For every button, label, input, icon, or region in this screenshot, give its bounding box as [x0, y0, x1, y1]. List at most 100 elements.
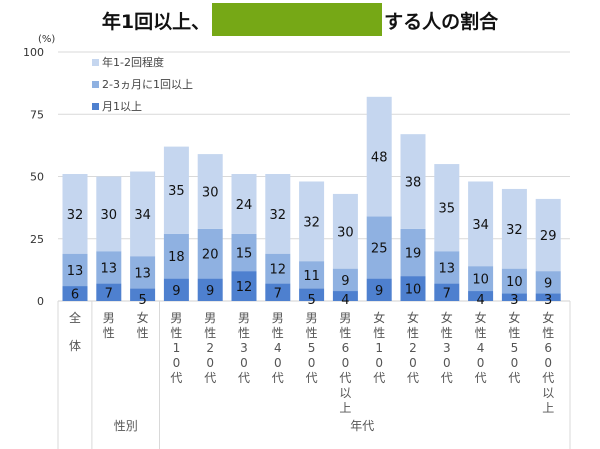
data-label: 34: [472, 218, 489, 233]
x-category-label: 代: [542, 371, 554, 385]
y-tick-label: 75: [30, 108, 44, 121]
x-category-label: 代: [306, 371, 318, 385]
x-category-label: 女: [508, 310, 520, 325]
x-category-label: 上: [339, 401, 351, 415]
x-category-label: 代: [170, 371, 182, 385]
bar-segment: [299, 261, 325, 289]
x-category-label: 6: [544, 341, 552, 355]
x-category-label: 4: [477, 341, 485, 355]
x-category-label: 1: [375, 341, 383, 355]
x-category-label: 代: [339, 371, 351, 385]
data-label: 13: [101, 261, 118, 276]
y-unit-label: (%): [38, 34, 55, 45]
x-category-label: 0: [544, 356, 552, 370]
y-tick-label: 100: [23, 46, 44, 59]
bar-segment: [400, 228, 426, 277]
legend-swatch: [92, 81, 99, 88]
x-category-label: 性: [475, 326, 487, 340]
x-category-label: 0: [409, 356, 417, 370]
x-category-label: 以: [542, 386, 554, 400]
data-label: 32: [303, 215, 320, 230]
x-category-label: 男: [238, 311, 250, 325]
x-category-label: 以: [339, 386, 351, 400]
data-label: 18: [168, 250, 185, 265]
data-label: 10: [506, 275, 523, 290]
bar-segment: [197, 228, 223, 279]
data-label: 7: [274, 286, 282, 301]
x-category-label: 性: [137, 326, 149, 340]
x-category-label: 男: [204, 311, 216, 325]
bar-segment: [468, 266, 494, 292]
x-category-label: 0: [274, 356, 282, 370]
data-label: 24: [236, 198, 253, 213]
legend-swatch: [92, 103, 99, 110]
bar-segment: [299, 181, 325, 262]
x-category-label: 0: [477, 356, 485, 370]
y-tick-label: 0: [37, 295, 44, 308]
x-category-label: 2: [409, 341, 417, 355]
bar-segment: [130, 171, 156, 257]
x-category-label: 代: [272, 371, 284, 385]
data-label: 4: [341, 293, 349, 308]
x-category-label: 性: [238, 326, 250, 340]
data-label: 6: [71, 288, 79, 303]
bar-segment: [535, 271, 561, 294]
bar-segment: [332, 291, 358, 301]
x-category-label: 性: [204, 326, 216, 340]
bar-segment: [265, 253, 291, 284]
x-category-label: 0: [342, 356, 350, 370]
bar-segment: [197, 154, 223, 229]
x-category-label: 5: [511, 341, 519, 355]
data-label: 30: [337, 225, 354, 240]
x-category-label: 女: [373, 310, 385, 325]
bar-segment: [62, 174, 88, 254]
data-label: 10: [472, 273, 489, 288]
data-label: 20: [202, 248, 219, 263]
data-label: 9: [172, 284, 180, 299]
x-category-label: 0: [511, 356, 519, 370]
bar-segment: [265, 283, 291, 301]
x-category-label: 代: [508, 371, 520, 385]
bar-segment: [265, 174, 291, 254]
x-category-label: 0: [443, 356, 451, 370]
x-category-label: 女: [441, 310, 453, 325]
data-label: 29: [540, 229, 557, 244]
legend-entry: 月1以上: [102, 100, 142, 113]
legend-entry: 2-3ヵ月に1回以上: [102, 78, 193, 91]
x-category-label: 2: [206, 341, 214, 355]
data-label: 13: [439, 261, 456, 276]
data-label: 9: [544, 276, 552, 291]
data-label: 5: [307, 293, 315, 308]
bar-segment: [96, 251, 122, 284]
data-label: 12: [270, 263, 287, 278]
x-category-label: 女: [407, 310, 419, 325]
x-category-label: 代: [204, 371, 216, 385]
data-label: 9: [341, 274, 349, 289]
x-category-label: 代: [238, 371, 250, 385]
bar-segment: [501, 268, 527, 294]
bar-segment: [366, 96, 392, 217]
bar-segment: [468, 291, 494, 301]
bar-segment: [130, 288, 156, 301]
x-category-label: 性: [542, 326, 554, 340]
data-label: 15: [236, 246, 253, 261]
bar-segment: [332, 193, 358, 269]
x-category-label: 性: [272, 326, 284, 340]
bar-segment: [468, 181, 494, 267]
bar-segment: [130, 256, 156, 289]
bar-segment: [96, 176, 122, 252]
data-label: 3: [544, 293, 552, 308]
data-label: 11: [303, 269, 320, 284]
bar-segment: [62, 253, 88, 287]
bar-segment: [197, 278, 223, 301]
bar-segment: [231, 174, 257, 234]
x-category-label: 全: [69, 310, 81, 325]
x-category-label: 女: [542, 310, 554, 325]
bar-segment: [163, 146, 189, 234]
x-category-label: 上: [542, 401, 554, 415]
data-label: 35: [439, 202, 456, 217]
redaction-box: [212, 3, 383, 36]
x-category-label: 3: [443, 341, 451, 355]
bar-segment: [501, 188, 527, 269]
